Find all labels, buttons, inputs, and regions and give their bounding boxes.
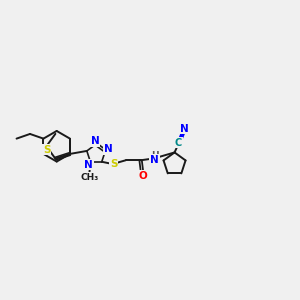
Text: CH₃: CH₃: [80, 172, 99, 182]
Text: N: N: [104, 144, 113, 154]
Text: S: S: [110, 159, 117, 170]
Text: N: N: [85, 160, 93, 170]
Text: H: H: [151, 151, 159, 160]
Text: S: S: [43, 145, 50, 154]
Text: O: O: [138, 171, 147, 181]
Text: N: N: [91, 136, 100, 146]
Text: N: N: [180, 124, 188, 134]
Text: C: C: [175, 137, 182, 148]
Text: N: N: [150, 155, 159, 165]
